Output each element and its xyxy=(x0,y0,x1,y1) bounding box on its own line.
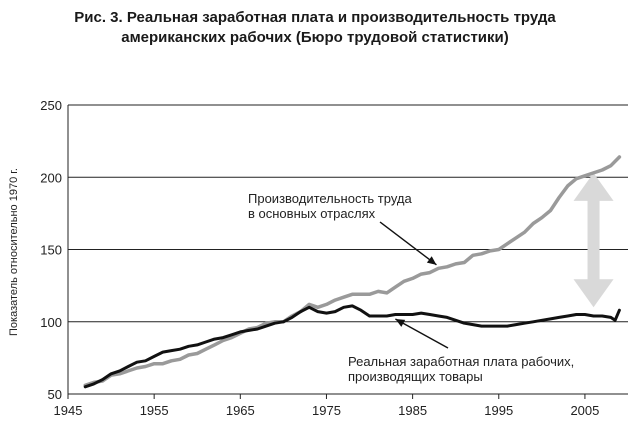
annotation-pointer xyxy=(395,318,449,349)
annotation-text: Производительность труда xyxy=(248,191,412,206)
y-axis-label: Показатель относительно 1970 г. xyxy=(8,168,20,336)
y-tick-label: 250 xyxy=(40,98,62,113)
productivity-line xyxy=(83,155,622,388)
y-tick-label: 50 xyxy=(48,387,62,402)
x-tick-label: 1995 xyxy=(484,403,513,418)
x-tick-label: 1975 xyxy=(312,403,341,418)
title-line-2: американских рабочих (Бюро трудовой стат… xyxy=(121,29,509,46)
x-tick-label: 1985 xyxy=(398,403,427,418)
x-tick-label: 1955 xyxy=(140,403,169,418)
annotation-pointer xyxy=(379,221,437,266)
axes xyxy=(67,105,628,399)
title-line-1: Рис. 3. Реальная заработная плата и прои… xyxy=(74,9,556,26)
annotation-arrowhead xyxy=(426,256,437,265)
x-tick-label: 2005 xyxy=(570,403,599,418)
annotation-text: производящих товары xyxy=(348,369,483,384)
gap-double-arrow xyxy=(573,172,614,308)
y-tick-label: 100 xyxy=(40,315,62,330)
annotation-text: Реальная заработная плата рабочих, xyxy=(348,354,574,369)
annotation-arrowhead xyxy=(395,318,406,327)
x-tick-label: 1945 xyxy=(54,403,83,418)
annotation-text: в основных отраслях xyxy=(248,206,376,221)
double-arrow xyxy=(573,172,614,308)
y-tick-label: 200 xyxy=(40,170,62,185)
wage-line xyxy=(83,304,621,389)
series-lines xyxy=(83,155,622,389)
annotation-2: Реальная заработная плата рабочих,произв… xyxy=(348,318,574,384)
y-tick-label: 150 xyxy=(40,243,62,258)
chart-title: Рис. 3. Реальная заработная плата и прои… xyxy=(0,8,630,48)
tick-labels: 50 100 150 200 250 1945 1955 1965 1975 1985 1995 20… xyxy=(40,98,599,418)
x-tick-label: 1965 xyxy=(226,403,255,418)
